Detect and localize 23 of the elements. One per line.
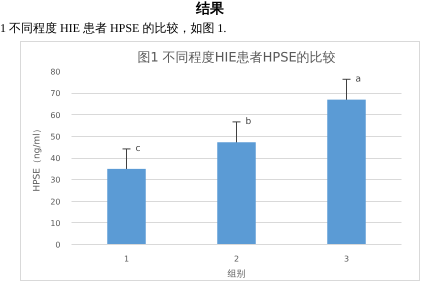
bar xyxy=(327,100,366,245)
bar xyxy=(107,168,146,245)
annotation: a xyxy=(356,74,362,84)
text: 1 不同程度 HIE 患者 HPSE 的比较，如图 1. xyxy=(0,20,226,37)
y-tick-label: 0 xyxy=(55,240,61,250)
bar xyxy=(217,142,256,245)
y-axis-title: HPSE（ng/ml） xyxy=(32,124,42,192)
x-tick-label: 3 xyxy=(344,254,350,264)
chart-title: 图1 不同程度HIE患者HPSE的比较 xyxy=(137,50,336,66)
y-tick-label: 30 xyxy=(50,176,61,185)
annotation: b xyxy=(246,117,252,128)
y-tick-label: 20 xyxy=(50,197,61,206)
annotation: c xyxy=(136,144,140,154)
y-tick-label: 10 xyxy=(50,219,61,228)
x-tick-label: 2 xyxy=(234,254,240,264)
x-axis-title: 组别 xyxy=(228,268,246,280)
text: 结果 xyxy=(196,0,224,19)
y-tick-label: 50 xyxy=(50,132,61,142)
y-tick-label: 40 xyxy=(50,154,61,164)
y-tick-label: 70 xyxy=(50,89,61,98)
x-tick-label: 1 xyxy=(124,254,130,264)
y-tick-label: 80 xyxy=(50,68,61,77)
y-tick-label: 60 xyxy=(50,110,61,120)
